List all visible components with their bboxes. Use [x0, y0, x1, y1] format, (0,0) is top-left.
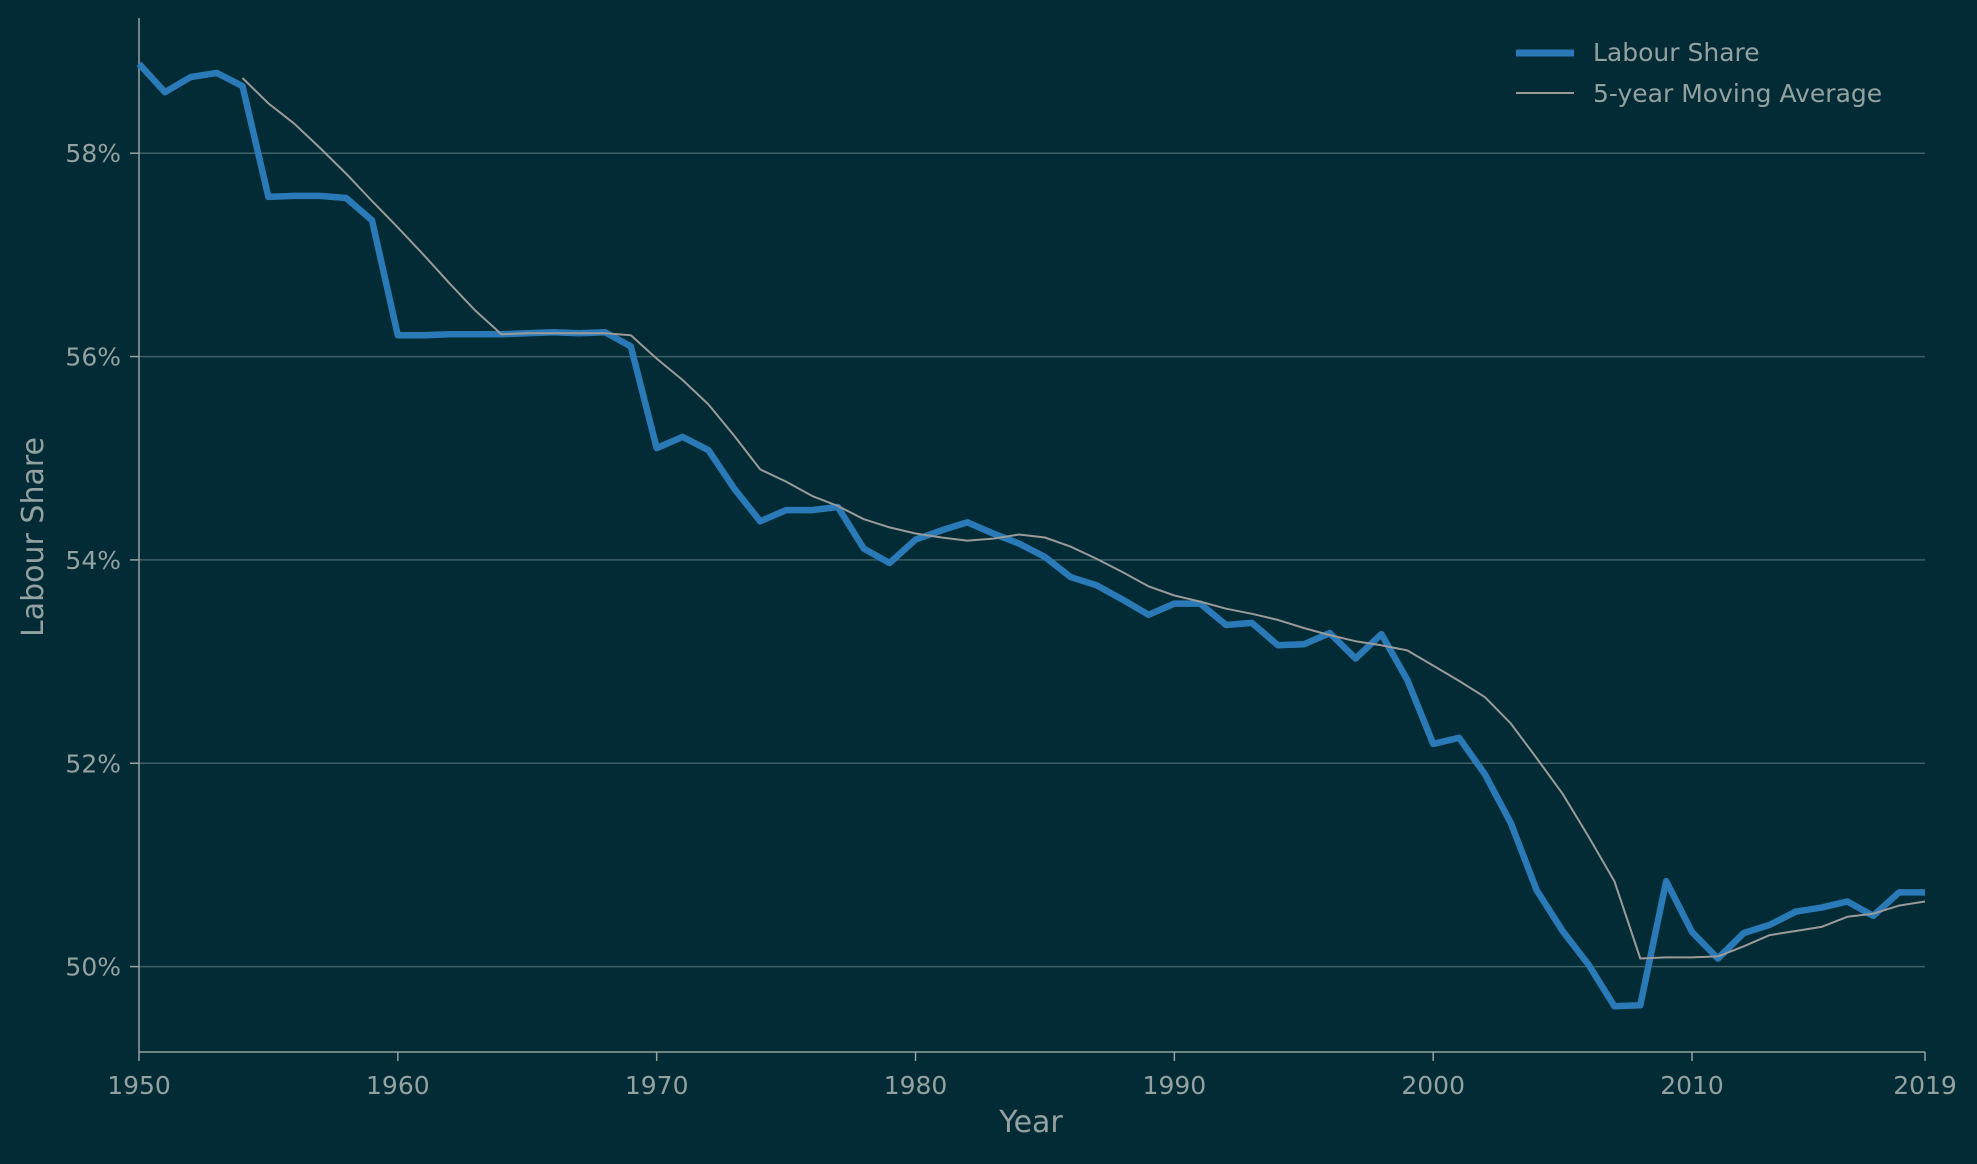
- legend[interactable]: Labour Share 5-year Moving Average: [1516, 38, 1882, 108]
- series-line-labour-share: [136, 61, 1925, 1010]
- y-axis-label: Labour Share: [16, 437, 51, 637]
- x-tick-label: 2000: [1401, 1071, 1465, 1100]
- y-tick-label: 54%: [65, 546, 121, 575]
- x-tick-label: 1970: [625, 1071, 689, 1100]
- x-tick-label: 2019: [1893, 1071, 1957, 1100]
- x-axis-label: Year: [998, 1105, 1063, 1140]
- axes: 50% 52% 54% 56% 58% 1950 1960 1970 1980 1990 2000 2…: [65, 18, 1957, 1100]
- x-tick-label: 1950: [107, 1071, 171, 1100]
- x-tick-label: 1990: [1143, 1071, 1207, 1100]
- series-line-moving-average: [241, 77, 1926, 960]
- grid-lines: [139, 152, 1925, 968]
- data-series: [136, 61, 1926, 1010]
- x-tick-label: 2010: [1660, 1071, 1724, 1100]
- y-tick-label: 56%: [65, 343, 121, 372]
- y-tick-label: 58%: [65, 139, 121, 168]
- x-tick-label: 1960: [366, 1071, 430, 1100]
- x-tick-label: 1980: [884, 1071, 948, 1100]
- legend-label-labour-share: Labour Share: [1593, 38, 1760, 67]
- y-tick-label: 52%: [65, 749, 121, 778]
- legend-label-moving-average: 5-year Moving Average: [1593, 79, 1882, 108]
- y-tick-label: 50%: [65, 953, 121, 982]
